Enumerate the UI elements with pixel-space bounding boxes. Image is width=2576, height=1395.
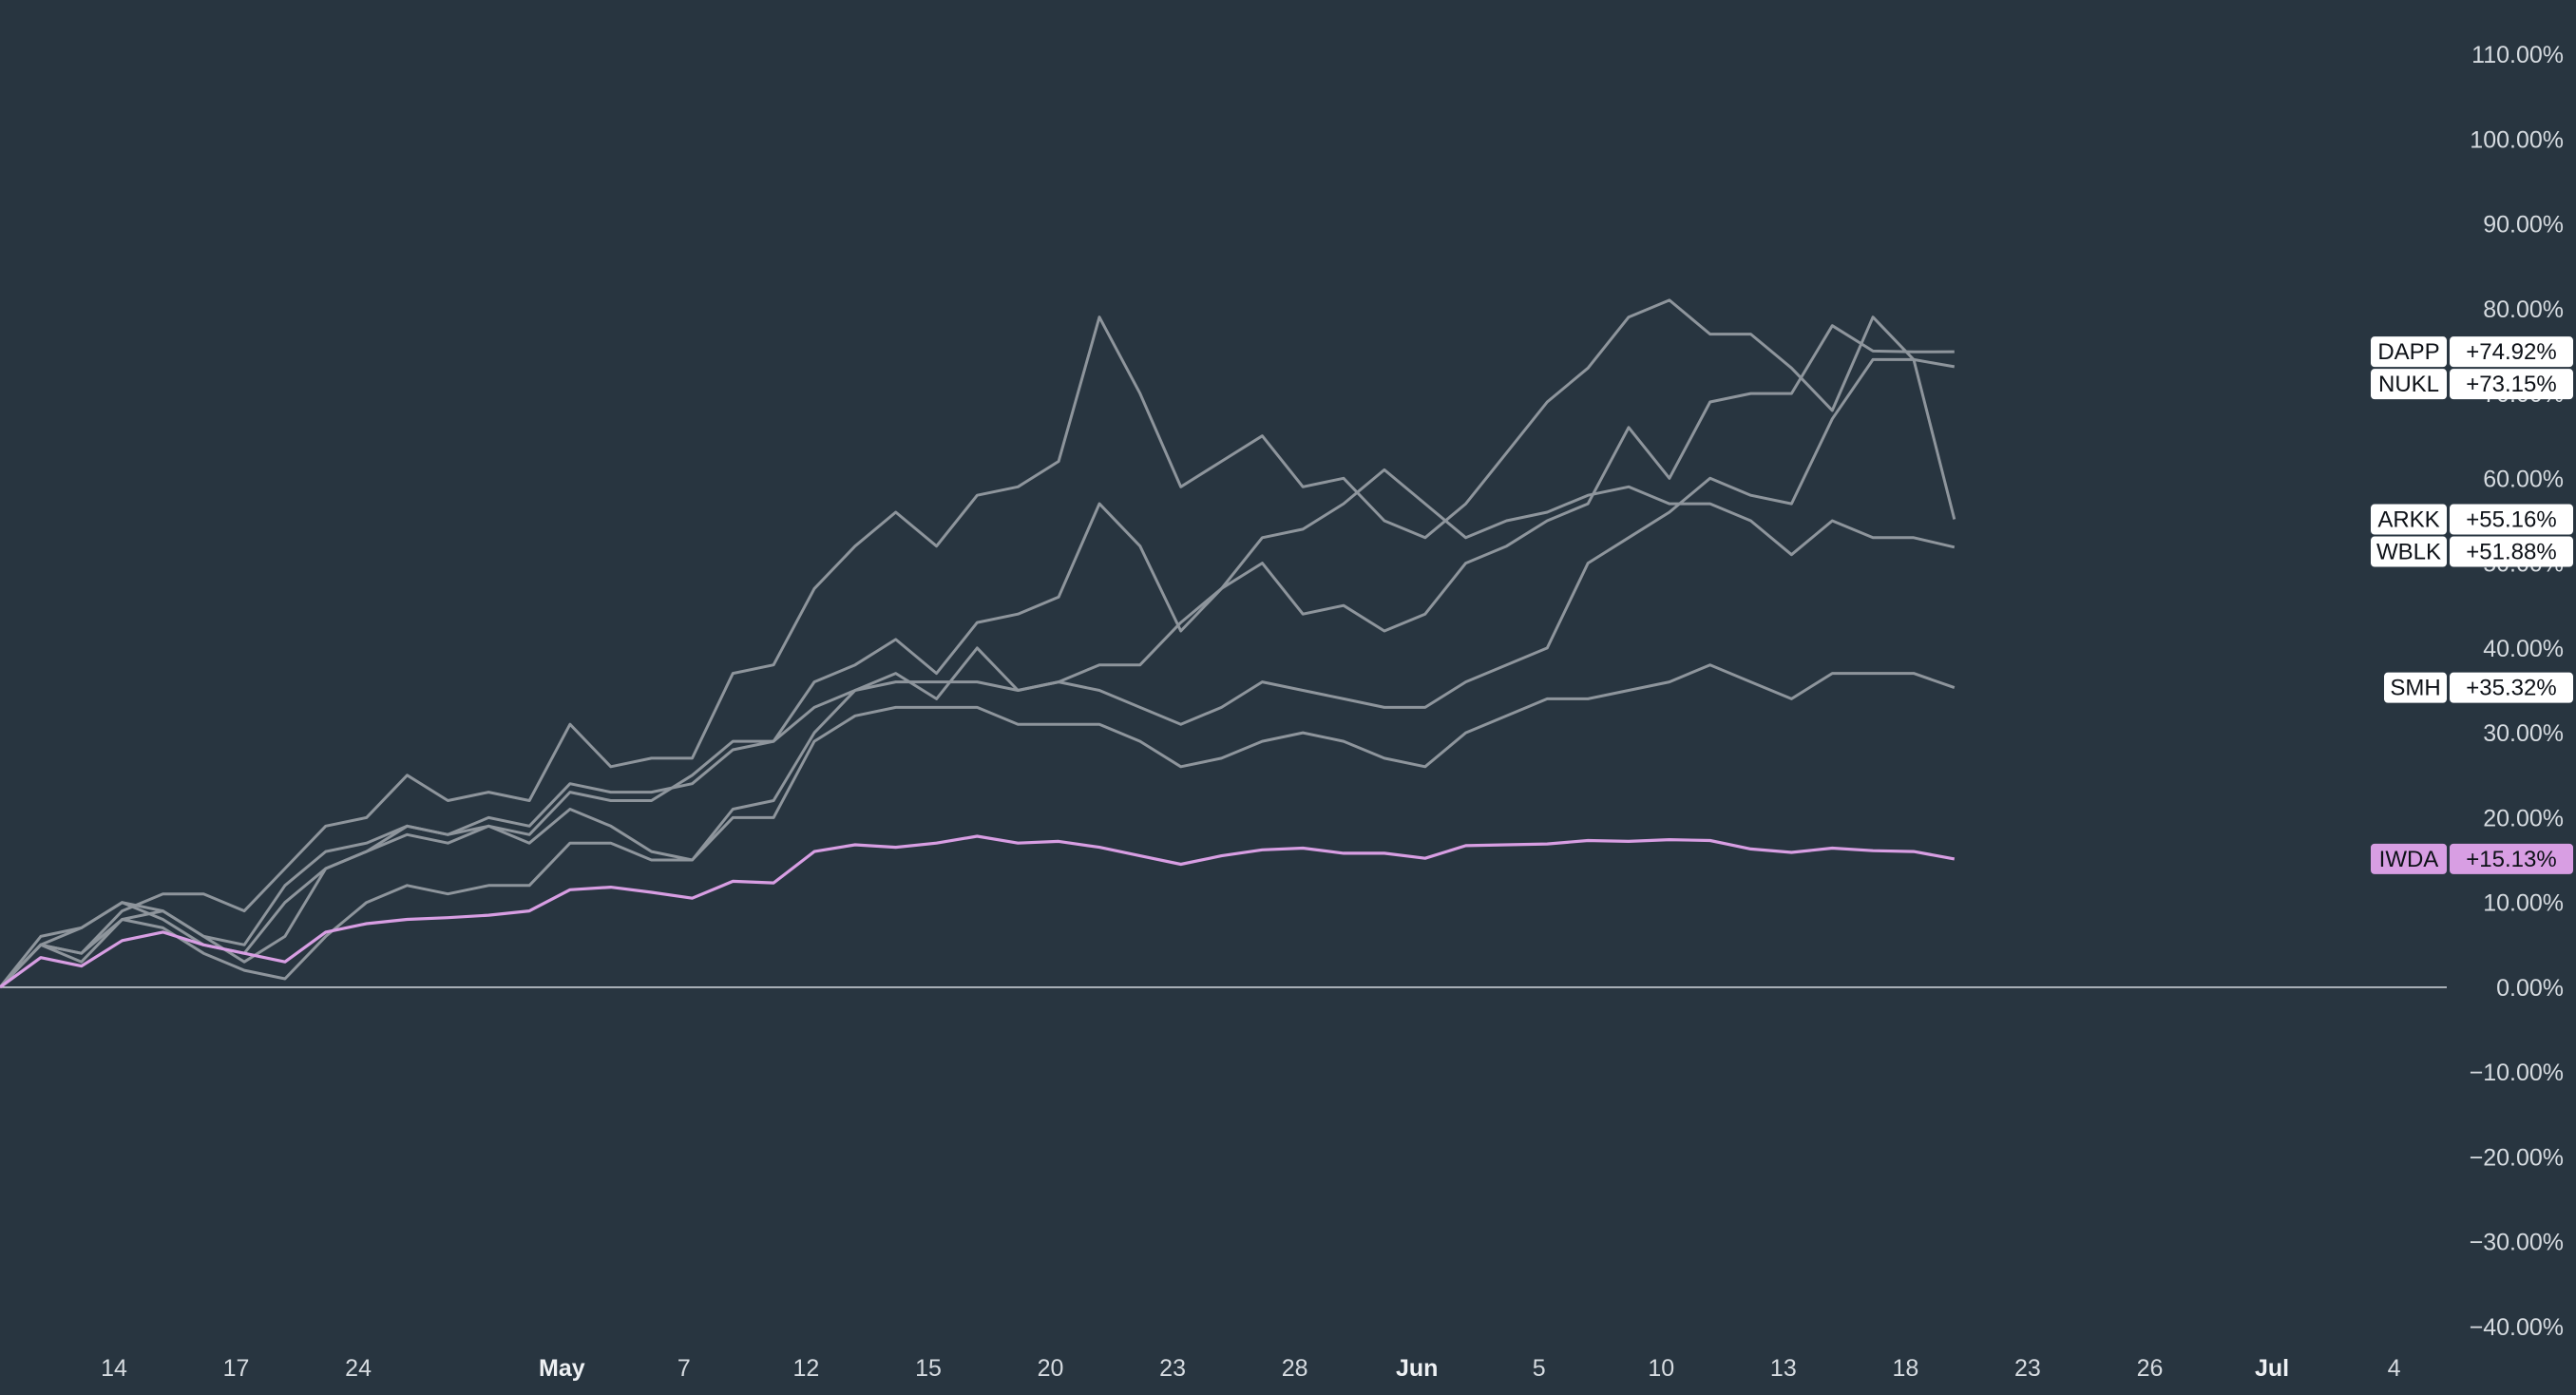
series-value-label: +35.32% <box>2466 676 2556 701</box>
series-name-box <box>2371 336 2447 368</box>
x-tick-label: 26 <box>2137 1355 2164 1382</box>
x-tick-label: 17 <box>223 1355 250 1382</box>
x-tick-label: 13 <box>1770 1355 1797 1382</box>
series-value-label: +73.15% <box>2466 372 2556 397</box>
series-name-label: WBLK <box>2376 540 2441 565</box>
series-tag-dapp: DAPP +74.92% <box>2371 336 2573 368</box>
y-tick-label: 20.00% <box>2483 805 2564 831</box>
y-tick-label: 30.00% <box>2483 720 2564 747</box>
y-tick-label: 90.00% <box>2483 212 2564 239</box>
series-name-box <box>2371 504 2447 535</box>
series-name-box <box>2371 369 2447 400</box>
y-tick-label: −40.00% <box>2470 1314 2564 1341</box>
x-tick-label: 18 <box>1892 1355 1918 1382</box>
y-tick-label: 80.00% <box>2483 296 2564 323</box>
series-line-smh[interactable] <box>0 663 1956 988</box>
series-line-wblk[interactable] <box>0 468 1956 988</box>
y-tick-label: −10.00% <box>2470 1060 2564 1086</box>
x-tick-label: 23 <box>2014 1355 2041 1382</box>
series-value-box <box>2450 536 2573 567</box>
series-name-box <box>2384 672 2447 703</box>
x-tick-label: 15 <box>915 1355 942 1382</box>
series-name-label: NUKL <box>2378 372 2439 397</box>
y-tick-label: 10.00% <box>2483 890 2564 917</box>
x-tick-label: 5 <box>1533 1355 1546 1382</box>
y-axis: 110.00%100.00%90.00%80.00%70.00%60.00%50… <box>2470 42 2564 1341</box>
series-value-box <box>2450 672 2573 703</box>
series-name-label: DAPP <box>2377 339 2439 365</box>
series-tag-arkk: ARKK +55.16% <box>2371 504 2573 535</box>
series-line-nukl[interactable] <box>0 357 1956 988</box>
series-line-arkk[interactable] <box>0 298 1956 988</box>
series-value-box <box>2450 504 2573 535</box>
y-tick-label: −30.00% <box>2470 1230 2564 1256</box>
x-tick-label: 24 <box>345 1355 372 1382</box>
x-axis: 14 17 24 May 7 12 15 20 23 28 Jun 5 10 13 18 23 26 Jul 4 <box>101 1355 2401 1382</box>
series-name-label: ARKK <box>2377 507 2439 533</box>
y-tick-label: 40.00% <box>2483 636 2564 662</box>
series-value-box <box>2450 336 2573 368</box>
y-tick-label: 60.00% <box>2483 466 2564 492</box>
x-tick-label: Jun <box>1396 1355 1438 1382</box>
x-tick-label: May <box>539 1355 585 1382</box>
x-tick-label: 23 <box>1159 1355 1186 1382</box>
series-name-box <box>2371 843 2447 874</box>
series-value-label: +51.88% <box>2466 540 2556 565</box>
series-value-label: +15.13% <box>2466 847 2556 872</box>
y-tick-label: 0.00% <box>2496 975 2564 1002</box>
y-tick-label: −20.00% <box>2470 1144 2564 1171</box>
series-tag-iwda: IWDA +15.13% <box>2371 843 2573 874</box>
series-lines <box>0 298 1956 989</box>
series-value-box <box>2450 843 2573 874</box>
x-tick-label: 7 <box>677 1355 691 1382</box>
series-value-tags: DAPP +74.92% NUKL +73.15% ARKK +55.16% WBLK +51… <box>2371 336 2573 874</box>
x-tick-label: 20 <box>1038 1355 1064 1382</box>
series-name-box <box>2371 536 2447 567</box>
series-value-label: +74.92% <box>2466 339 2556 365</box>
series-tag-nukl: NUKL +73.15% <box>2371 369 2573 400</box>
x-tick-label: Jul <box>2255 1355 2289 1382</box>
series-line-iwda[interactable] <box>0 834 1956 989</box>
x-tick-label: 4 <box>2388 1355 2401 1382</box>
series-tag-smh: SMH +35.32% <box>2384 672 2573 703</box>
x-tick-label: 28 <box>1282 1355 1308 1382</box>
y-tick-label: 100.00% <box>2470 126 2564 153</box>
x-tick-label: 10 <box>1648 1355 1674 1382</box>
series-value-box <box>2450 369 2573 400</box>
series-line-dapp[interactable] <box>0 324 1955 988</box>
x-tick-label: 14 <box>101 1355 127 1382</box>
series-name-label: SMH <box>2390 676 2440 701</box>
series-name-label: IWDA <box>2379 847 2439 872</box>
y-tick-label: 110.00% <box>2471 42 2564 68</box>
series-tag-wblk: WBLK +51.88% <box>2371 536 2573 567</box>
series-value-label: +55.16% <box>2466 507 2556 533</box>
x-tick-label: 12 <box>793 1355 820 1382</box>
